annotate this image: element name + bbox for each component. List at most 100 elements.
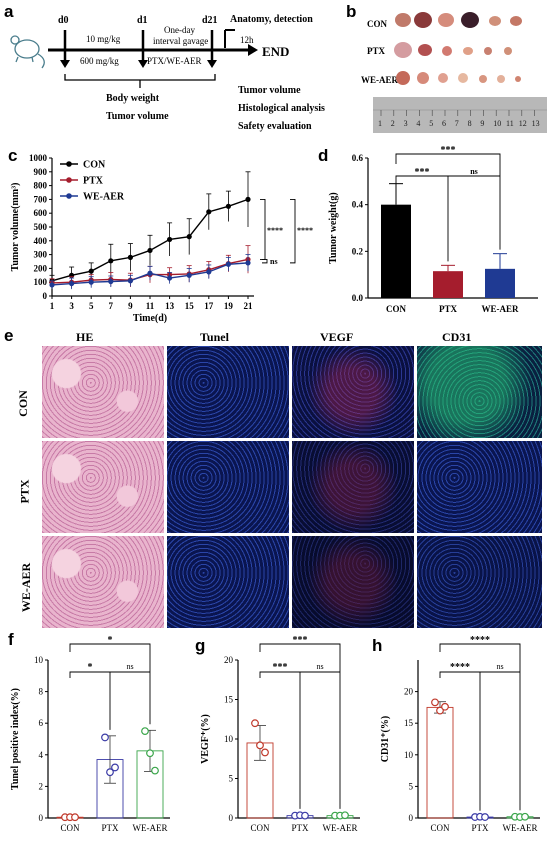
y-tick-label: 0: [39, 813, 44, 823]
micrograph-cd31-weaer: [417, 536, 542, 628]
data-point: [225, 261, 231, 267]
y-tick-label: 15: [224, 695, 234, 705]
x-tick-label: 17: [204, 301, 214, 311]
data-point: [251, 719, 259, 728]
label-d21: d21: [202, 15, 218, 26]
y-tick-label: 8: [39, 687, 44, 697]
y-tick-label: 2: [39, 781, 44, 791]
legend-marker: [66, 177, 72, 183]
y-tick-label: 10: [404, 750, 414, 760]
data-point: [436, 706, 444, 715]
x-tick-label: WE-AER: [133, 823, 168, 833]
ruler-number: 13: [532, 119, 540, 128]
data-point: [431, 698, 439, 707]
label-d1: d1: [137, 15, 148, 26]
sig-label: ****: [470, 636, 490, 646]
ruler-number: 5: [429, 119, 433, 128]
ruler-number: 1: [378, 119, 382, 128]
ruler-ticks: 1 2 3 4 5 6 7 8 9 10 11 12 13: [378, 110, 540, 128]
y-tick-label: 5: [229, 774, 234, 784]
x-axis-label: Time(d): [133, 313, 167, 324]
y-axis-label: VEGF⁺(%): [200, 714, 211, 764]
histology-column-labels: HE Tunel VEGF CD31: [40, 330, 550, 344]
ruler-number: 10: [493, 119, 501, 128]
data-point: [106, 768, 114, 777]
y-tick-label: 0.0: [352, 293, 364, 303]
sig-label: *: [108, 636, 113, 646]
sig-label: ***: [415, 167, 430, 178]
panel-label-h: h: [372, 636, 383, 655]
y-tick-label: 0.2: [352, 246, 364, 256]
col-label-tunel: Tunel: [200, 330, 229, 344]
y-tick-label: 300: [34, 250, 48, 260]
end-arrowhead: [248, 44, 258, 56]
data-point: [167, 236, 173, 243]
bracket: [69, 643, 151, 725]
tumor-samples-ptx: [394, 42, 512, 58]
sig-label: ns: [316, 662, 323, 671]
row-label-ptx: PTX: [17, 479, 32, 504]
photo-row-con: CON: [367, 19, 388, 29]
micrograph-he-con: [42, 346, 164, 438]
data-point: [147, 270, 153, 276]
y-tick-label: 15: [404, 718, 414, 728]
data-point: [108, 258, 114, 264]
y-axis-label: Tumor weight(g): [328, 192, 339, 263]
x-tick-label: WE-AER: [481, 304, 519, 314]
x-tick-label: CON: [386, 304, 407, 314]
outcome-2: Histological analysis: [238, 103, 325, 114]
label-12h: 12h: [240, 35, 254, 45]
data-point: [206, 209, 212, 215]
x-tick-label: 5: [89, 301, 94, 311]
data-point: [167, 275, 173, 281]
micrograph-he-weaer: [42, 536, 164, 628]
y-tick-label: 600: [34, 208, 48, 218]
bracket: [290, 198, 296, 264]
bracket: [395, 153, 501, 250]
ruler-number: 9: [480, 119, 484, 128]
x-tick-label: CON: [430, 823, 450, 833]
y-tick-label: 400: [34, 236, 48, 246]
y-tick-label: 1000: [29, 153, 48, 163]
x-tick-label: 15: [185, 301, 195, 311]
micrograph-vegf-weaer: [292, 536, 414, 628]
x-tick-label: CON: [60, 823, 80, 833]
data-point: [261, 748, 269, 757]
label-dose2: 600 mg/kg: [80, 56, 119, 66]
micrograph-tunel-con: [167, 346, 289, 438]
sig-label: ns: [126, 662, 133, 671]
row-label-weaer: WE-AER: [19, 562, 34, 613]
panel-label-c: c: [8, 146, 18, 165]
chart-cd31: 0 5 10 15 20 CD31⁺(%) CON PTX WE-AER **** **** ns: [380, 636, 540, 833]
x-tick-label: 1: [50, 301, 55, 311]
x-tick-label: PTX: [291, 823, 309, 833]
ruler-number: 7: [455, 119, 459, 128]
data-point: [245, 260, 251, 266]
data-point: [141, 727, 149, 735]
row-label-con: CON: [15, 390, 30, 417]
y-tick-label: 5: [409, 781, 414, 791]
y-tick-label: 10: [34, 655, 44, 665]
bracket: [260, 198, 266, 260]
y-tick-label: 500: [34, 222, 48, 232]
micrograph-vegf-ptx: [292, 441, 414, 533]
label-groups: PTX/WE-AER: [147, 56, 202, 66]
tumor-samples-con: [395, 12, 522, 28]
bar-CON: [381, 204, 411, 298]
data-point: [256, 741, 264, 750]
data-point: [341, 811, 349, 820]
data-point: [88, 268, 94, 274]
data-point: [147, 247, 153, 254]
data-point: [101, 733, 109, 742]
label-d0: d0: [58, 15, 69, 26]
y-tick-label: 4: [39, 750, 44, 760]
legend-label: PTX: [83, 176, 104, 187]
x-tick-label: 11: [146, 301, 155, 311]
data-point: [127, 254, 133, 260]
y-tick-label: 6: [39, 718, 44, 728]
data-point: [71, 813, 79, 822]
x-tick-label: PTX: [439, 304, 458, 314]
y-tick-label: 0: [409, 813, 414, 823]
label-body-weight: Body weight: [106, 93, 160, 104]
micrograph-tunel-ptx: [167, 441, 289, 533]
